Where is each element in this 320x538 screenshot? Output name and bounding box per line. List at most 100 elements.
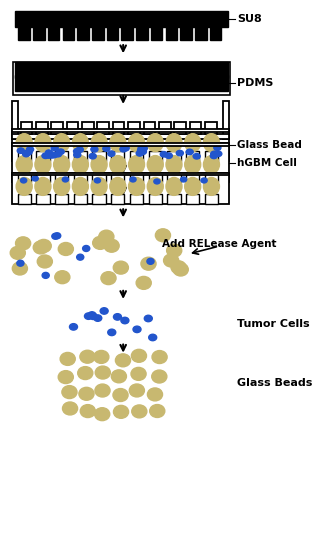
- Ellipse shape: [147, 155, 163, 173]
- Bar: [74, 194, 87, 204]
- Ellipse shape: [95, 408, 110, 421]
- Bar: [12, 143, 229, 146]
- Ellipse shape: [54, 178, 70, 195]
- Bar: [92, 27, 104, 40]
- Ellipse shape: [166, 178, 182, 195]
- Ellipse shape: [173, 263, 188, 276]
- Ellipse shape: [83, 245, 90, 251]
- Bar: [130, 151, 143, 160]
- Bar: [165, 65, 177, 78]
- Ellipse shape: [129, 178, 145, 195]
- Bar: [92, 173, 106, 182]
- Bar: [12, 129, 229, 160]
- Bar: [12, 173, 229, 204]
- Bar: [167, 194, 181, 204]
- Ellipse shape: [54, 233, 61, 239]
- Ellipse shape: [88, 312, 96, 318]
- Ellipse shape: [36, 239, 51, 252]
- Ellipse shape: [167, 244, 182, 257]
- Bar: [77, 27, 89, 40]
- Ellipse shape: [16, 178, 32, 195]
- Bar: [19, 65, 30, 78]
- Ellipse shape: [62, 386, 77, 399]
- Ellipse shape: [171, 261, 186, 274]
- Bar: [186, 194, 199, 204]
- Ellipse shape: [113, 388, 128, 401]
- Ellipse shape: [20, 178, 27, 183]
- Ellipse shape: [185, 155, 201, 173]
- Ellipse shape: [74, 152, 81, 158]
- Bar: [111, 194, 124, 204]
- Ellipse shape: [60, 352, 75, 365]
- Bar: [174, 122, 186, 134]
- Ellipse shape: [45, 153, 52, 158]
- Ellipse shape: [23, 151, 30, 157]
- Ellipse shape: [80, 405, 95, 417]
- Bar: [190, 122, 201, 134]
- Ellipse shape: [95, 384, 110, 397]
- Bar: [48, 65, 60, 78]
- Bar: [55, 151, 68, 160]
- Ellipse shape: [32, 176, 38, 181]
- Bar: [20, 122, 32, 134]
- Ellipse shape: [54, 155, 70, 173]
- Bar: [107, 27, 118, 40]
- Bar: [195, 65, 206, 78]
- Bar: [195, 27, 206, 40]
- Bar: [111, 173, 124, 182]
- Text: Glass Bead: Glass Bead: [237, 140, 302, 150]
- Bar: [205, 122, 217, 134]
- Ellipse shape: [121, 317, 129, 324]
- Ellipse shape: [89, 313, 97, 320]
- Bar: [12, 129, 229, 132]
- Ellipse shape: [42, 272, 49, 278]
- Bar: [148, 151, 162, 160]
- Ellipse shape: [129, 155, 145, 173]
- Bar: [144, 122, 155, 134]
- Bar: [167, 151, 181, 160]
- Ellipse shape: [16, 237, 31, 250]
- Ellipse shape: [140, 146, 147, 151]
- Ellipse shape: [160, 152, 167, 157]
- Ellipse shape: [144, 315, 152, 322]
- Bar: [55, 194, 68, 204]
- Ellipse shape: [120, 146, 127, 152]
- Ellipse shape: [42, 153, 49, 159]
- Bar: [12, 173, 229, 175]
- Ellipse shape: [210, 153, 218, 159]
- Ellipse shape: [215, 151, 222, 157]
- Bar: [128, 122, 140, 134]
- Ellipse shape: [94, 350, 109, 363]
- Ellipse shape: [80, 350, 95, 363]
- Bar: [107, 65, 118, 78]
- Ellipse shape: [72, 134, 88, 152]
- Bar: [12, 134, 229, 139]
- Ellipse shape: [164, 254, 179, 267]
- Text: hGBM Cell: hGBM Cell: [237, 158, 297, 167]
- Bar: [36, 194, 50, 204]
- Ellipse shape: [113, 261, 128, 274]
- Bar: [36, 173, 50, 182]
- Ellipse shape: [37, 255, 52, 268]
- Ellipse shape: [114, 314, 122, 320]
- Bar: [92, 65, 104, 78]
- Ellipse shape: [78, 366, 93, 379]
- Text: Add RELease Agent: Add RELease Agent: [163, 239, 277, 249]
- Ellipse shape: [166, 155, 182, 173]
- Bar: [180, 27, 192, 40]
- Bar: [151, 65, 162, 78]
- Bar: [180, 65, 192, 78]
- Ellipse shape: [176, 150, 183, 156]
- Ellipse shape: [91, 155, 107, 173]
- Ellipse shape: [54, 151, 61, 157]
- Bar: [51, 122, 63, 134]
- Ellipse shape: [12, 262, 28, 275]
- Bar: [205, 194, 218, 204]
- Ellipse shape: [91, 147, 98, 152]
- Ellipse shape: [185, 134, 201, 152]
- Bar: [186, 173, 199, 182]
- Ellipse shape: [180, 177, 187, 182]
- Ellipse shape: [51, 145, 58, 151]
- Ellipse shape: [91, 134, 107, 152]
- Bar: [15, 75, 228, 91]
